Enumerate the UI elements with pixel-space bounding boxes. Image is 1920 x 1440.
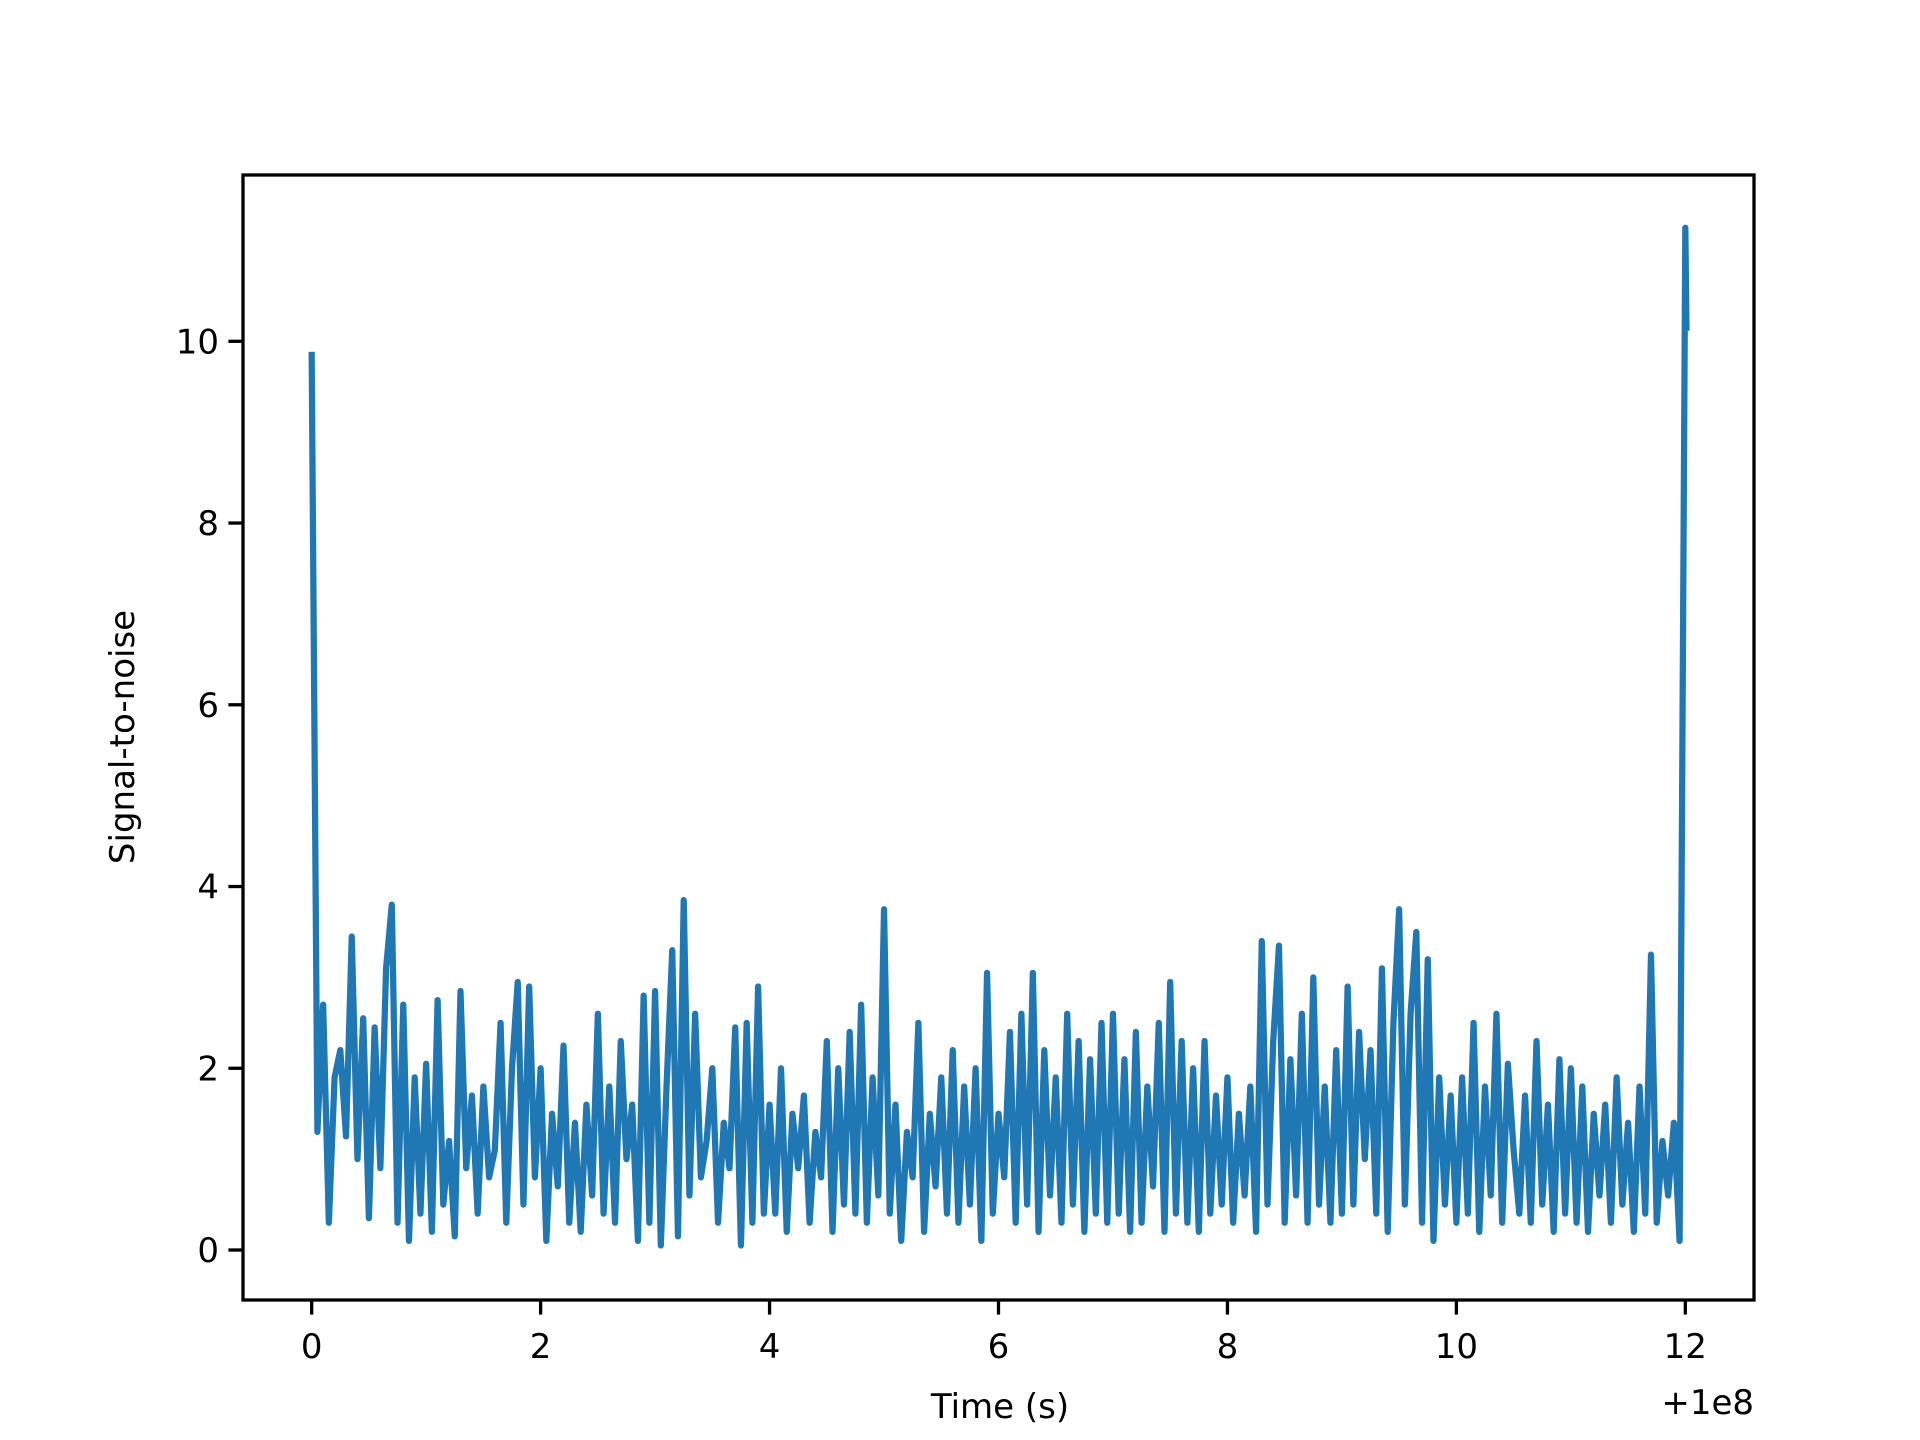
x-tick-label: 4 <box>759 1327 781 1367</box>
y-tick-label: 0 <box>197 1231 219 1271</box>
y-tick-label: 4 <box>197 868 219 908</box>
x-tick-label: 8 <box>1217 1327 1239 1367</box>
y-axis-label: Signal-to-noise <box>103 610 143 864</box>
x-tick-label: 6 <box>988 1327 1010 1367</box>
y-tick-label: 2 <box>197 1049 219 1089</box>
axes-frame <box>241 173 1756 1302</box>
x-tick-label: 10 <box>1435 1327 1478 1367</box>
x-tick-label: 2 <box>530 1327 552 1367</box>
x-offset-label: +1e8 <box>1661 1383 1754 1423</box>
x-tick-label: 12 <box>1664 1327 1707 1367</box>
y-tick-label: 8 <box>197 504 219 544</box>
series-line <box>308 224 1690 1249</box>
y-tick-label: 10 <box>176 322 219 362</box>
y-tick-label: 6 <box>197 686 219 726</box>
x-tick-label: 0 <box>301 1327 323 1367</box>
x-axis-label: Time (s) <box>930 1387 1069 1427</box>
